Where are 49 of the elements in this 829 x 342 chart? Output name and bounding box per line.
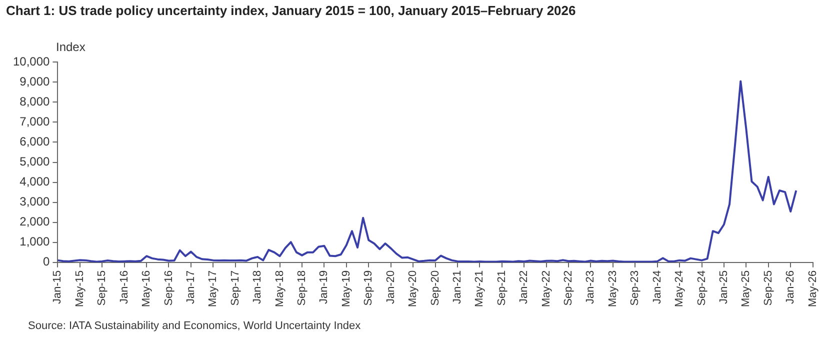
x-tick-label: May-16: [140, 270, 153, 308]
x-tick-label: Sep-19: [362, 270, 375, 306]
x-tick-label: Sep-24: [696, 270, 708, 306]
x-tick-label: May-18: [274, 270, 286, 308]
y-tick-label: 3,000: [20, 194, 50, 209]
x-tick-label: Jan-19: [318, 270, 330, 304]
chart-title: Chart 1: US trade policy uncertainty index, January 2015 = 100, January 2015–February 2026: [6, 3, 576, 18]
x-tick-label: Sep-16: [162, 270, 175, 306]
x-tick-label: Jan-18: [252, 270, 264, 304]
y-tick-label: 10,000: [13, 54, 50, 69]
x-tick-label: Jan-17: [184, 270, 197, 304]
y-tick-label: 7,000: [20, 114, 50, 129]
y-tick-label: 6,000: [20, 134, 50, 149]
x-tick-label: May-21: [474, 270, 486, 308]
x-tick-label: Sep-20: [429, 270, 442, 306]
x-tick-label: May-15: [74, 270, 86, 308]
x-tick-label: May-17: [207, 270, 220, 308]
x-tick-label: Jan-21: [451, 270, 464, 304]
x-tick-label: Jan-22: [518, 270, 530, 304]
x-tick-label: May-19: [340, 270, 352, 308]
x-tick-label: Sep-23: [629, 270, 642, 306]
x-tick-label: Jan-16: [118, 270, 130, 304]
y-tick-label: 5,000: [20, 154, 50, 169]
x-tick-label: Jan-24: [651, 270, 664, 304]
x-tick-label: Sep-25: [762, 270, 774, 306]
x-tick-label: Jan-25: [718, 270, 730, 304]
x-tick-label: May-24: [674, 270, 686, 308]
x-tick-label: Sep-18: [296, 270, 308, 306]
x-tick-label: May-25: [740, 270, 752, 308]
source-note: Source: IATA Sustainability and Economics, World Uncertainty Index: [28, 320, 361, 332]
x-tick-label: Sep-17: [229, 270, 242, 306]
y-tick-label: 8,000: [20, 94, 50, 109]
x-tick-label: Jan-23: [584, 270, 597, 304]
x-tick-label: Jan-15: [52, 270, 64, 304]
y-tick-label: 9,000: [20, 74, 50, 89]
x-tick-label: Jan-20: [384, 270, 397, 304]
y-tick-label: 1,000: [20, 234, 50, 249]
x-tick-label: May-20: [407, 270, 420, 308]
x-tick-label: May-26: [806, 270, 819, 308]
y-tick-label: 4,000: [20, 174, 50, 189]
x-tick-label: May-22: [540, 270, 552, 308]
y-tick-label: 2,000: [20, 214, 50, 229]
x-tick-label: Jan-26: [784, 270, 797, 304]
y-tick-label: 0: [43, 254, 50, 269]
x-tick-label: Sep-15: [96, 270, 108, 306]
x-tick-label: May-23: [606, 270, 619, 308]
x-tick-label: Sep-21: [496, 270, 508, 306]
x-tick-label: Sep-22: [562, 270, 575, 306]
y-axis-title: Index: [56, 40, 86, 54]
